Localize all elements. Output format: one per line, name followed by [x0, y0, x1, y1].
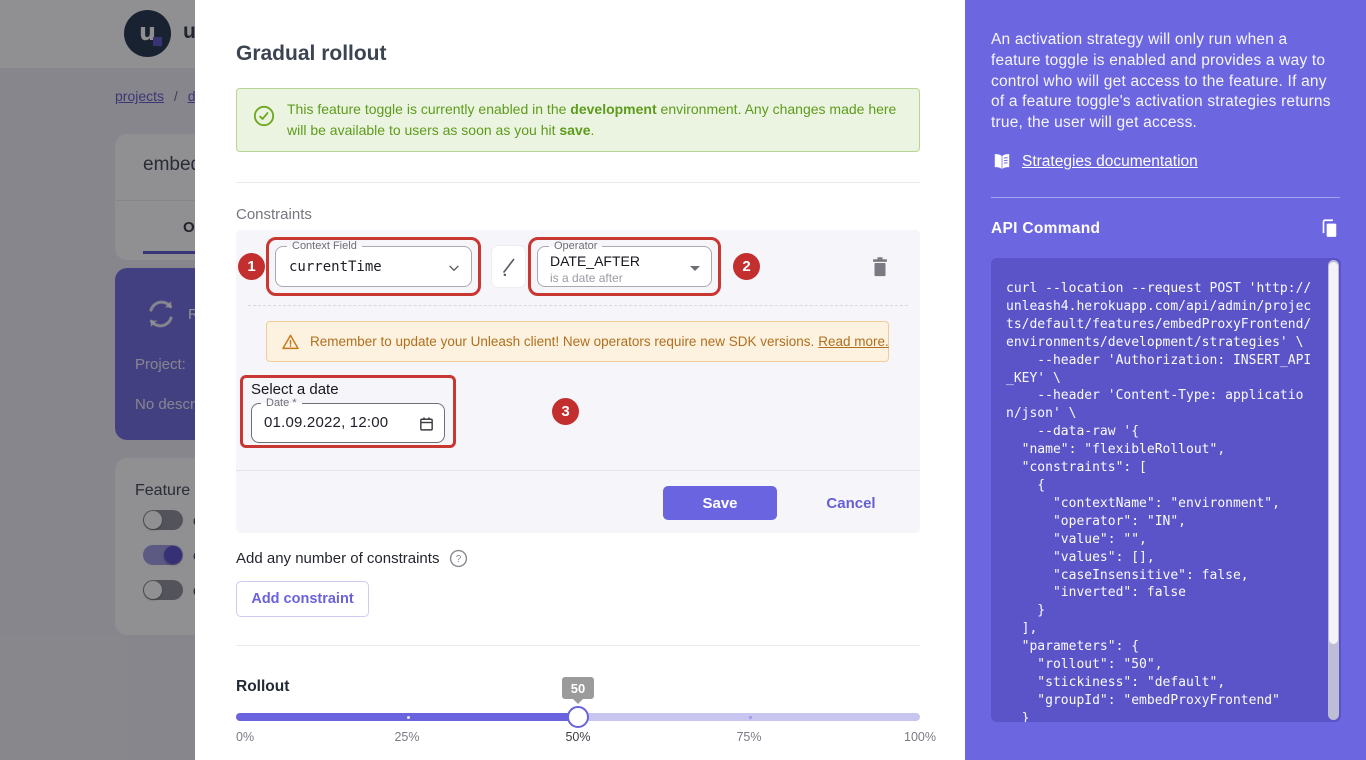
delete-constraint-button[interactable] — [868, 254, 892, 282]
operator-value: DATE_AFTER — [550, 253, 640, 269]
constraint-card: 1 Context Field currentTime Op — [236, 230, 920, 533]
context-field-label: Context Field — [287, 240, 362, 252]
add-constraints-hint: Add any number of constraints — [236, 550, 440, 567]
save-button[interactable]: Save — [663, 486, 777, 520]
cancel-button[interactable]: Cancel — [818, 486, 884, 520]
slider-tooltip-caret — [573, 699, 583, 704]
toggle-knob — [144, 581, 162, 599]
strategies-documentation-link[interactable]: Strategies documentation — [1022, 153, 1198, 170]
breadcrumb-projects-link[interactable]: projects — [115, 88, 165, 104]
logo-letter: u — [138, 18, 157, 46]
annotation-box-context-field: Context Field currentTime — [266, 237, 481, 296]
divider — [236, 645, 920, 646]
unleash-logo-icon[interactable]: u — [124, 10, 171, 57]
feature-name: embed — [143, 154, 202, 175]
toggle-knob — [164, 546, 182, 564]
negate-constraint-button[interactable] — [492, 246, 525, 287]
tick-0: 0% — [236, 730, 255, 744]
slider-mark-25 — [407, 715, 410, 719]
rollout-label: Rollout — [236, 678, 290, 695]
curl-command: curl --location --request POST 'http:// … — [1006, 281, 1312, 722]
modal-title: Gradual rollout — [236, 42, 387, 65]
environment-toggle-1[interactable] — [143, 510, 183, 530]
tick-25: 25% — [394, 730, 420, 744]
dropdown-arrow-icon — [690, 266, 700, 271]
refresh-icon — [143, 296, 179, 337]
chevron-down-icon — [449, 265, 459, 271]
select-date-heading: Select a date — [251, 381, 339, 398]
warning-text: Remember to update your Unleash client! … — [310, 334, 889, 349]
operator-label: Operator — [549, 240, 603, 252]
strategy-card-title: R — [188, 306, 199, 323]
annotation-badge-3: 3 — [552, 398, 579, 425]
tick-75: 75% — [736, 730, 762, 744]
date-input[interactable]: Date * 01.09.2022, 12:00 — [251, 397, 445, 443]
context-field-select[interactable]: Context Field currentTime — [275, 240, 472, 287]
help-sidebar: An activation strategy will only run whe… — [965, 0, 1366, 760]
trash-icon — [873, 257, 887, 277]
tick-50: 50% — [565, 730, 591, 744]
rollout-slider: 50 0% 25% 50% 75% 100% — [236, 676, 936, 746]
toggle-knob — [144, 511, 162, 529]
slider-mark-75 — [749, 715, 752, 719]
annotation-badge-2: 2 — [733, 253, 760, 280]
help-icon[interactable]: ? — [449, 549, 468, 568]
code-scrollbar[interactable] — [1328, 260, 1339, 720]
sdk-warning-banner: Remember to update your Unleash client! … — [266, 321, 889, 362]
environments-card-title: Feature — [135, 482, 191, 499]
divider — [236, 182, 920, 183]
success-banner-text: This feature toggle is currently enabled… — [287, 101, 897, 138]
read-more-link[interactable]: Read more. — [818, 334, 889, 349]
environment-toggle-3[interactable] — [143, 580, 183, 600]
breadcrumb-separator: / — [173, 88, 178, 104]
context-field-value: currentTime — [289, 259, 382, 275]
divider — [991, 197, 1340, 198]
api-command-title: API Command — [991, 220, 1101, 237]
check-circle-icon — [253, 105, 275, 127]
annotation-box-date: Select a date Date * 01.09.2022, 12:00 — [240, 375, 456, 448]
calendar-icon[interactable] — [418, 415, 435, 432]
date-field-label: Date * — [261, 397, 302, 409]
copy-icon[interactable] — [1320, 218, 1340, 240]
annotation-box-operator: Operator DATE_AFTER is a date after — [528, 237, 721, 296]
environment-toggle-2[interactable] — [143, 545, 183, 565]
annotation-badge-1: 1 — [238, 253, 265, 280]
tick-100: 100% — [904, 730, 936, 744]
svg-text:?: ? — [456, 554, 462, 565]
dashed-divider — [248, 305, 908, 306]
book-icon — [994, 154, 1010, 169]
operator-select[interactable]: Operator DATE_AFTER is a date after — [537, 240, 712, 287]
logo-square — [153, 37, 162, 46]
constraints-section-label: Constraints — [236, 206, 312, 223]
divider — [236, 470, 920, 471]
strategy-description: An activation strategy will only run whe… — [991, 31, 1331, 132]
code-scrollbar-thumb[interactable] — [1329, 262, 1338, 644]
operator-description: is a date after — [550, 271, 623, 285]
date-field-value: 01.09.2022, 12:00 — [264, 414, 389, 431]
success-banner: This feature toggle is currently enabled… — [236, 88, 920, 152]
add-constraint-button[interactable]: Add constraint — [236, 581, 369, 617]
warning-triangle-icon — [282, 334, 299, 349]
tab-overview[interactable]: O — [183, 219, 195, 236]
strategy-modal: Gradual rollout This feature toggle is c… — [195, 0, 965, 760]
slider-thumb[interactable] — [567, 706, 589, 728]
api-command-codeblock: curl --location --request POST 'http:// … — [991, 258, 1341, 722]
project-label: Project: — [135, 356, 186, 373]
negate-icon — [502, 258, 514, 276]
slider-value-tooltip: 50 — [562, 677, 594, 699]
description-fragment: No descr — [135, 396, 196, 413]
